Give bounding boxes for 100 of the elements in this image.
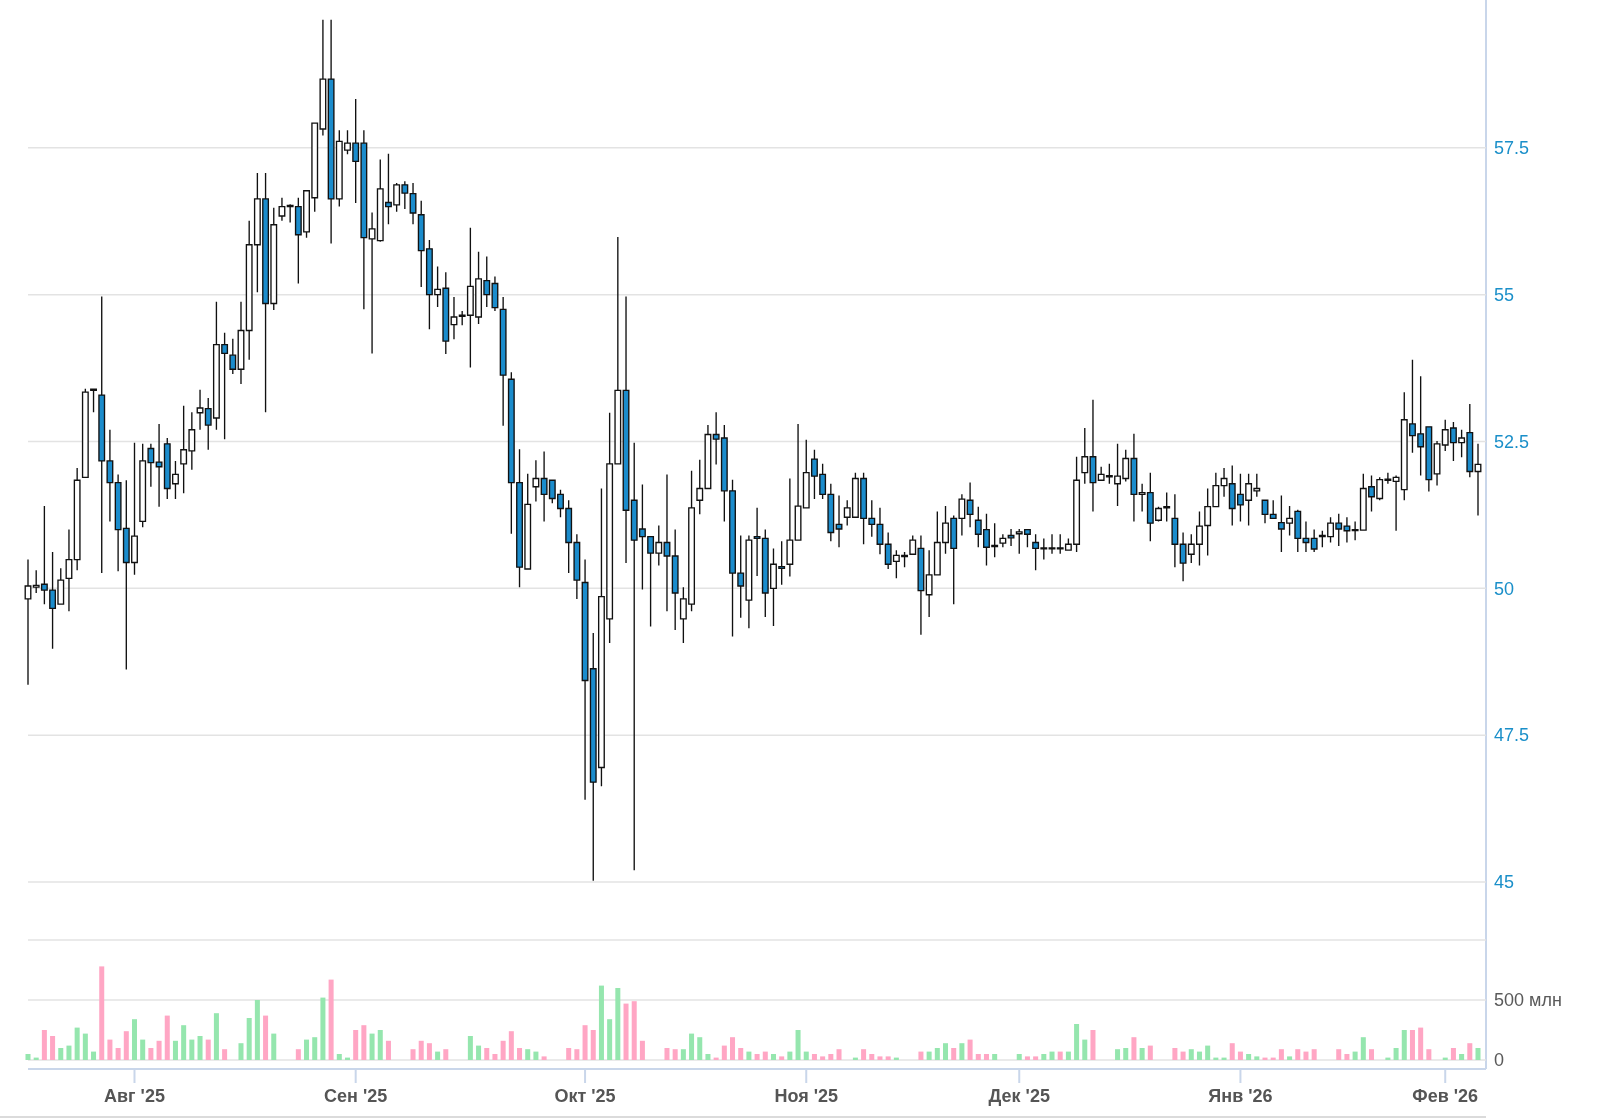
bar — [66, 1045, 72, 1060]
bar — [336, 1054, 342, 1060]
bar — [1115, 1049, 1121, 1060]
bar — [754, 1054, 760, 1060]
bar — [590, 1030, 596, 1060]
bar — [1336, 1049, 1342, 1060]
bar — [508, 1031, 514, 1060]
candlestick — [278, 197, 286, 222]
y-tick-label: 50 — [1494, 578, 1515, 599]
bar — [566, 1048, 572, 1060]
bar — [1229, 1043, 1235, 1060]
bar — [951, 1048, 957, 1060]
bar — [115, 1048, 121, 1060]
bar — [385, 1040, 391, 1060]
bar — [50, 1036, 56, 1060]
x-tick-label: Окт '25 — [554, 1086, 616, 1106]
bar — [189, 1039, 195, 1060]
bar — [598, 985, 604, 1060]
bar — [1024, 1056, 1030, 1060]
candlestick — [671, 528, 679, 631]
bar — [1237, 1051, 1243, 1060]
candlestick — [81, 387, 89, 479]
bar — [1459, 1054, 1465, 1060]
bar — [1475, 1048, 1481, 1060]
bar — [1041, 1054, 1047, 1060]
candlestick — [65, 528, 73, 612]
bar — [435, 1051, 441, 1060]
bar — [58, 1048, 64, 1060]
candlestick — [999, 533, 1007, 548]
bar — [639, 1040, 645, 1060]
bar — [1450, 1048, 1456, 1060]
candlestick — [409, 182, 417, 225]
bar — [1393, 1048, 1399, 1060]
bar — [672, 1049, 678, 1060]
bar — [836, 1049, 842, 1060]
bar — [1049, 1051, 1055, 1060]
x-tick-label: Сен '25 — [324, 1086, 388, 1106]
bar — [1401, 1030, 1407, 1060]
bar — [107, 1039, 113, 1060]
bar — [1180, 1051, 1186, 1060]
bar — [1016, 1054, 1022, 1060]
bar — [1369, 1049, 1375, 1060]
bar — [828, 1054, 834, 1060]
bar — [467, 1036, 473, 1060]
bar — [500, 1040, 506, 1060]
bar — [123, 1031, 129, 1060]
bar — [1278, 1049, 1284, 1060]
y-tick-label: 45 — [1494, 872, 1515, 893]
x-tick-label: Янв '26 — [1208, 1086, 1273, 1106]
candlestick — [966, 481, 974, 528]
bar — [730, 1037, 736, 1060]
candlestick — [1310, 528, 1318, 553]
bar — [943, 1043, 949, 1060]
y-tick-label: 500 млн — [1494, 990, 1562, 1011]
bar — [746, 1051, 752, 1060]
bar — [1360, 1037, 1366, 1060]
bar — [1065, 1051, 1071, 1060]
bar — [271, 1033, 277, 1060]
x-tick-label: Фев '26 — [1412, 1086, 1479, 1106]
bar — [1205, 1045, 1211, 1060]
bar — [1262, 1057, 1268, 1060]
candlestick — [229, 338, 237, 375]
bar — [1409, 1030, 1415, 1060]
candlestick — [1007, 528, 1015, 547]
bar — [492, 1054, 498, 1060]
candlestick — [196, 389, 204, 431]
bar — [664, 1048, 670, 1060]
bar — [443, 1049, 449, 1060]
candlestick — [499, 296, 507, 427]
bar — [1303, 1051, 1309, 1060]
bar — [312, 1037, 318, 1060]
bar — [181, 1025, 187, 1060]
bar — [1311, 1049, 1317, 1060]
bar — [320, 997, 326, 1060]
bar — [541, 1056, 547, 1060]
candlestick — [1302, 520, 1310, 553]
bar — [582, 1025, 588, 1060]
bar — [156, 1040, 162, 1060]
bar — [304, 1039, 310, 1060]
bar — [263, 1015, 269, 1060]
bar — [738, 1048, 744, 1060]
candlestick — [1474, 443, 1482, 517]
candlestick — [90, 388, 97, 413]
bar — [615, 988, 621, 1060]
bar — [803, 1051, 809, 1060]
bar — [1131, 1037, 1137, 1060]
bar — [410, 1049, 416, 1060]
bar — [1295, 1049, 1301, 1060]
candlestick — [835, 494, 843, 548]
bar — [295, 1049, 301, 1060]
bar — [246, 1018, 252, 1060]
candlestick — [1269, 499, 1277, 520]
bar — [918, 1051, 924, 1060]
bar — [1074, 1024, 1080, 1060]
bar — [869, 1054, 875, 1060]
x-tick-label: Дек '25 — [988, 1086, 1050, 1106]
bar — [91, 1051, 97, 1060]
bar — [1147, 1045, 1153, 1060]
bar — [787, 1051, 793, 1060]
candlestick — [450, 296, 458, 340]
